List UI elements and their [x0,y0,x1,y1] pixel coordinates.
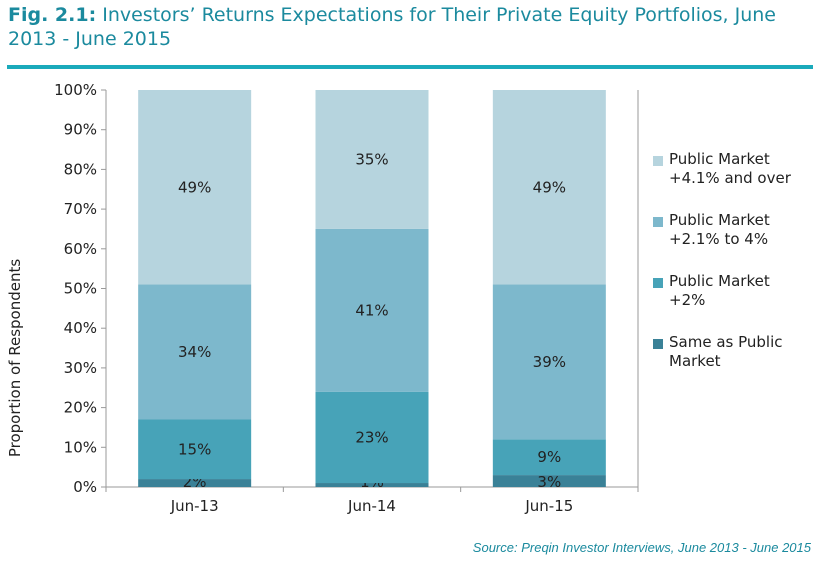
y-axis-label: Proportion of Respondents [6,259,24,458]
source-note: Source: Preqin Investor Interviews, June… [472,540,811,555]
data-label: 34% [178,343,211,361]
bar-segment [315,391,429,484]
bar-segment [492,90,606,285]
legend-item: Public Market +2.1% to 4% [653,211,819,249]
bar-segment [315,90,429,229]
legend-item: Same as Public Market [653,333,819,371]
bar-segment [138,419,252,480]
legend-swatch [653,278,663,288]
plot-area: 0%10%20%30%40%50%60%70%80%90%100%2%15%34… [54,81,639,515]
data-label: 9% [537,448,561,466]
data-label: 3% [537,473,561,491]
y-tick-label: 100% [54,81,97,99]
legend-item: Public Market +4.1% and over [653,150,819,188]
chart-title-text: Investors’ Returns Expectations for Thei… [8,4,776,50]
bar-segment [315,483,429,487]
data-label: 35% [355,150,388,168]
legend-label: Public Market +2% [669,272,770,309]
legend-label: Public Market +4.1% and over [669,150,791,187]
y-tick-label: 60% [64,240,97,258]
y-tick-label: 90% [64,121,97,139]
y-tick-label: 80% [64,160,97,178]
bar-segment [138,284,252,420]
x-tick-label: Jun-13 [170,497,219,515]
stacked-bar-chart: Proportion of Respondents 0% 10% 20% 30% 40%… [6,81,639,515]
data-label: 41% [355,301,388,319]
legend-swatch [653,339,663,349]
legend: Public Market +4.1% and over Public Market… [653,150,819,394]
y-tick-label: 40% [64,319,97,337]
legend-swatch [653,156,663,166]
bar-segment [138,90,252,285]
data-label: 49% [178,178,211,196]
legend-label: Public Market +2.1% to 4% [669,211,770,248]
bar-segment [492,475,606,487]
legend-swatch [653,217,663,227]
y-tick-label: 20% [64,399,97,417]
bar-segment [315,228,429,392]
x-tick-label: Jun-15 [524,497,573,515]
bar-segment [492,439,606,476]
figure-number: Fig. 2.1: [8,4,97,26]
legend-label: Same as Public Market [669,333,783,370]
data-label: 23% [355,428,388,446]
bar-segment [492,284,606,440]
chart-title: Fig. 2.1: Investors’ Returns Expectation… [8,3,813,51]
y-tick-label: 0% [73,478,97,496]
y-tick-label: 70% [64,200,97,218]
y-tick-label: 10% [64,438,97,456]
y-tick-label: 50% [64,280,97,298]
y-tick-label: 30% [64,359,97,377]
title-divider [7,65,813,69]
data-label: 15% [178,440,211,458]
y-axis-title: Proportion of Respondents [6,259,24,458]
x-tick-label: Jun-14 [347,497,396,515]
data-label: 49% [533,178,566,196]
legend-item: Public Market +2% [653,272,819,310]
bar-segment [138,479,252,487]
data-label: 39% [533,353,566,371]
